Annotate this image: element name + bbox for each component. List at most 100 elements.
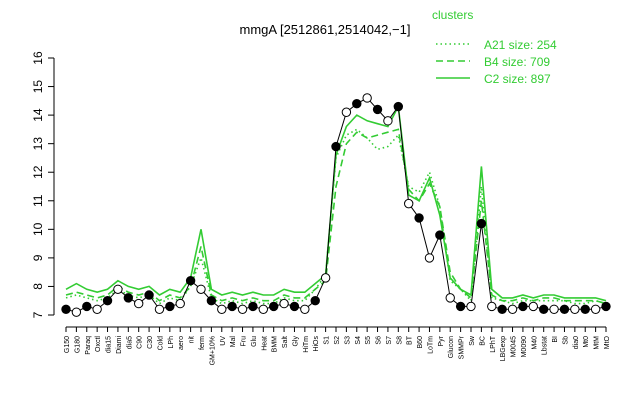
x-tick-label: HiTm bbox=[303, 336, 310, 353]
data-point bbox=[549, 304, 559, 314]
x-tick-label: BC bbox=[479, 336, 486, 346]
x-tick-label: Cold bbox=[157, 336, 164, 351]
x-tick-label: S2 bbox=[334, 336, 341, 345]
y-tick-label: 11 bbox=[31, 194, 45, 207]
x-tick-label: dia5 bbox=[126, 336, 133, 349]
x-tick-label: Oxctl bbox=[95, 336, 102, 352]
x-tick-label: GM+10% bbox=[209, 336, 216, 365]
x-tick-label: Pyr bbox=[438, 335, 445, 346]
legend-label: B4 size: 709 bbox=[484, 55, 550, 69]
x-tick-label: Heat bbox=[261, 336, 268, 351]
y-tick-label: 10 bbox=[31, 222, 45, 236]
x-tick-label: Lbstat bbox=[542, 336, 549, 355]
data-point bbox=[372, 104, 383, 115]
x-tick-label: LPhT bbox=[490, 335, 497, 352]
x-tick-label: Salt bbox=[282, 336, 289, 348]
data-point bbox=[435, 230, 445, 240]
legend-label: C2 size: 897 bbox=[484, 72, 551, 86]
x-tick-label: LPh bbox=[168, 336, 175, 349]
data-point bbox=[331, 141, 341, 152]
data-point bbox=[528, 301, 539, 312]
x-tick-label: HiOs bbox=[313, 336, 320, 352]
x-tick-label: Gly bbox=[292, 336, 299, 347]
x-tick-label: G180 bbox=[74, 336, 81, 353]
data-point bbox=[424, 253, 435, 263]
x-tick-label: nit bbox=[189, 336, 196, 343]
data-point bbox=[123, 293, 134, 303]
x-tick-label: LoTm bbox=[427, 336, 434, 354]
data-point bbox=[466, 301, 476, 312]
data-point bbox=[113, 284, 123, 294]
data-point bbox=[414, 213, 424, 223]
data-point bbox=[590, 304, 601, 314]
data-point bbox=[476, 218, 487, 229]
x-tick-label: S5 bbox=[365, 336, 372, 345]
data-point bbox=[61, 304, 71, 314]
x-tick-label: S3 bbox=[344, 336, 351, 345]
data-point bbox=[455, 301, 466, 312]
data-point bbox=[601, 301, 611, 312]
data-point bbox=[154, 304, 165, 314]
data-point bbox=[144, 290, 154, 300]
y-tick-label: 7 bbox=[31, 311, 45, 318]
data-point bbox=[227, 301, 237, 312]
x-tick-label: S4 bbox=[355, 336, 362, 345]
data-point bbox=[570, 304, 580, 314]
x-tick-label: Diami bbox=[116, 336, 123, 354]
x-tick-label: G150 bbox=[64, 336, 71, 353]
data-point bbox=[196, 284, 206, 294]
measurement-line bbox=[65, 97, 607, 313]
legend-label: A21 size: 254 bbox=[484, 38, 557, 52]
x-tick-label: Glucon bbox=[448, 336, 455, 358]
data-point bbox=[133, 298, 144, 309]
x-tick-label: Glu bbox=[251, 336, 258, 347]
data-point bbox=[237, 304, 248, 314]
plot-area bbox=[61, 93, 611, 317]
x-tick-label: BI bbox=[552, 336, 559, 343]
data-point bbox=[248, 301, 258, 312]
x-tick-label: Sw bbox=[469, 335, 476, 346]
x-tick-label: Mt0 bbox=[583, 336, 590, 348]
x-tick-label: M0090 bbox=[521, 336, 528, 358]
x-tick-label: M0045 bbox=[511, 336, 518, 358]
y-tick-label: 9 bbox=[31, 254, 45, 261]
y-tick-label: 16 bbox=[31, 51, 45, 65]
x-tick-label: aero bbox=[178, 336, 185, 350]
data-point bbox=[538, 304, 549, 314]
data-point bbox=[279, 298, 289, 309]
x-tick-label: BMM bbox=[272, 336, 279, 353]
data-point bbox=[289, 301, 300, 312]
x-tick-label: Sb bbox=[562, 336, 569, 345]
data-point bbox=[71, 307, 82, 317]
x-tick-label: MtO bbox=[604, 335, 611, 349]
y-axis: 7 8 9 10 11 12 13 14 15 16 bbox=[31, 51, 55, 318]
x-tick-label: S6 bbox=[376, 336, 383, 345]
data-point bbox=[383, 116, 393, 126]
data-point bbox=[403, 198, 414, 209]
y-tick-label: 12 bbox=[31, 165, 45, 179]
data-point bbox=[82, 301, 92, 312]
x-axis: G150 G180 Paraq Oxctl dia15 Diami dia5 C90 C30 Co… bbox=[64, 326, 611, 365]
data-point bbox=[300, 304, 310, 314]
x-tick-label: C30 bbox=[147, 336, 154, 349]
x-tick-label: C90 bbox=[137, 336, 144, 349]
data-point bbox=[185, 276, 196, 286]
x-tick-label: SMMPr bbox=[459, 335, 466, 359]
data-point bbox=[580, 304, 590, 314]
x-tick-label: Paraq bbox=[85, 336, 92, 355]
legend-title: clusters bbox=[432, 8, 473, 22]
data-point bbox=[487, 301, 497, 312]
data-point bbox=[507, 304, 518, 314]
data-point bbox=[362, 93, 372, 103]
y-tick-label: 14 bbox=[31, 108, 45, 122]
data-point bbox=[445, 293, 455, 303]
data-point bbox=[102, 296, 113, 306]
data-point bbox=[206, 296, 217, 306]
x-tick-label: MtM bbox=[594, 336, 601, 350]
data-point bbox=[497, 304, 507, 314]
data-point bbox=[310, 296, 320, 306]
x-tick-label: B60 bbox=[417, 336, 424, 349]
data-point bbox=[268, 301, 279, 312]
legend: clusters A21 size: 254 B4 size: 709 C2 siz… bbox=[432, 8, 557, 86]
